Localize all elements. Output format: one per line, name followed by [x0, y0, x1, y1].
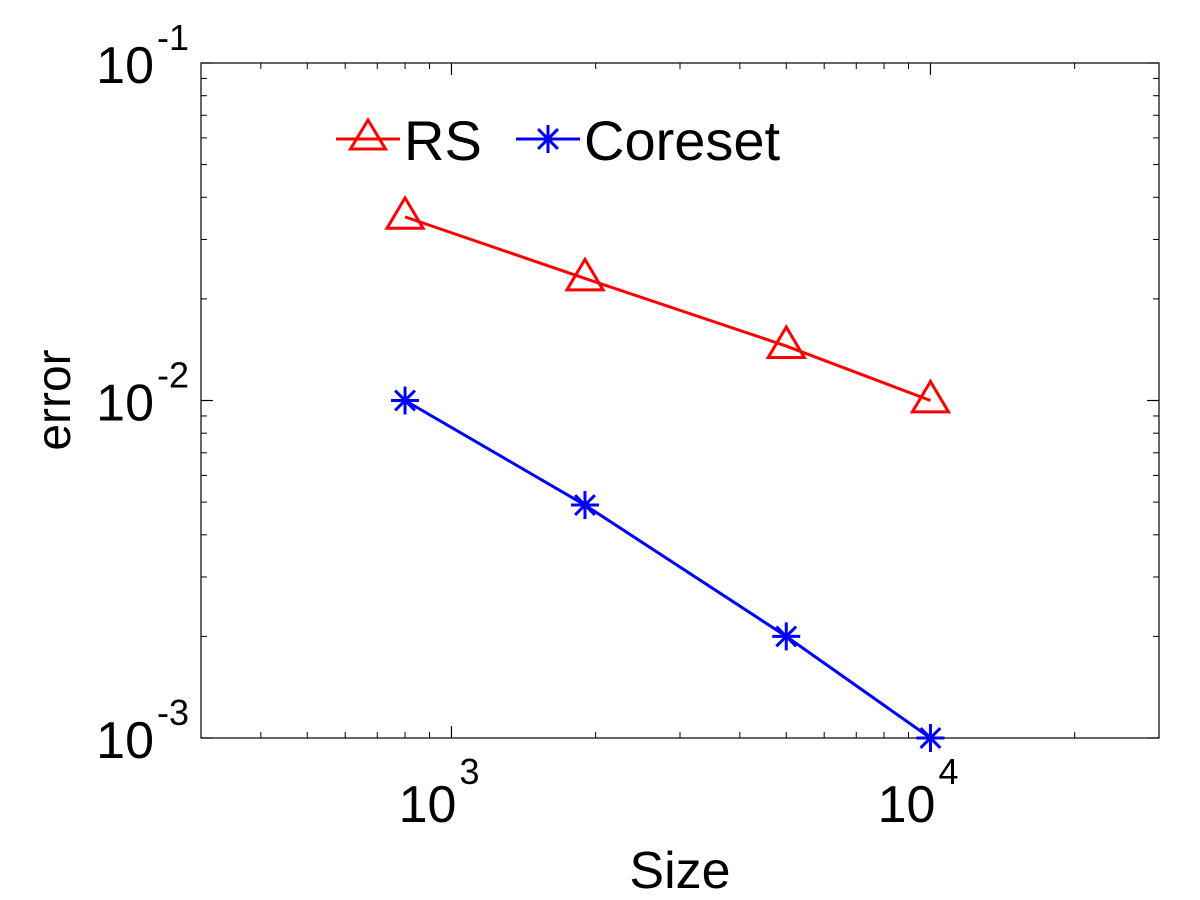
y-tick-label-exponent: -1 — [157, 17, 189, 58]
minor-ticks — [201, 63, 1159, 738]
series-coreset-point-stroke — [394, 389, 416, 412]
y-tick-label-base: 10 — [96, 37, 154, 95]
y-tick-label-exponent: -3 — [157, 692, 189, 733]
x-tick-label: 104 — [878, 751, 959, 834]
legend: RS Coreset — [336, 109, 781, 172]
series-coreset-point-stroke — [574, 494, 596, 517]
y-tick-label: 10 -2 — [96, 355, 189, 433]
series-rs-line — [404, 215, 931, 402]
x-axis-label: Size — [629, 842, 730, 900]
y-tick-label: 10 -1 — [96, 17, 189, 95]
series-layer — [384, 194, 952, 752]
legend-rs-marker — [347, 117, 389, 151]
x-tick-label-exponent: 3 — [459, 751, 479, 792]
x-tick-label-base: 10 — [878, 776, 936, 834]
series-rs — [384, 194, 952, 414]
legend-coreset-asterisk — [534, 125, 562, 153]
legend-rs-label: RS — [404, 109, 482, 172]
y-tick-label: 10 -3 — [96, 692, 189, 770]
legend-coreset-marker — [534, 125, 562, 153]
y-tick-label-exponent: -2 — [157, 355, 189, 396]
series-coreset-point — [570, 491, 599, 520]
series-rs-point — [384, 194, 426, 230]
series-rs-point — [765, 324, 807, 359]
x-tick-label: 103 — [399, 751, 480, 834]
series-coreset-point-stroke — [919, 727, 942, 749]
legend-coreset-asterisk-stroke — [537, 128, 559, 150]
series-coreset-line — [404, 399, 932, 740]
series-coreset — [391, 386, 945, 752]
series-coreset-point-stroke — [775, 625, 798, 648]
y-tick-label-base: 10 — [96, 375, 154, 433]
plot-area-frame — [200, 62, 1160, 739]
series-rs-point — [909, 378, 952, 414]
series-coreset-point — [916, 724, 945, 752]
series-coreset-point — [391, 386, 420, 415]
x-tick-label-exponent: 4 — [938, 751, 958, 792]
series-rs-point — [564, 256, 606, 292]
legend-coreset-label: Coreset — [584, 109, 781, 172]
series-coreset-point — [772, 622, 801, 651]
x-tick-label-base: 10 — [399, 776, 457, 834]
y-tick-label-base: 10 — [96, 712, 154, 770]
y-axis-label: error — [28, 349, 81, 450]
